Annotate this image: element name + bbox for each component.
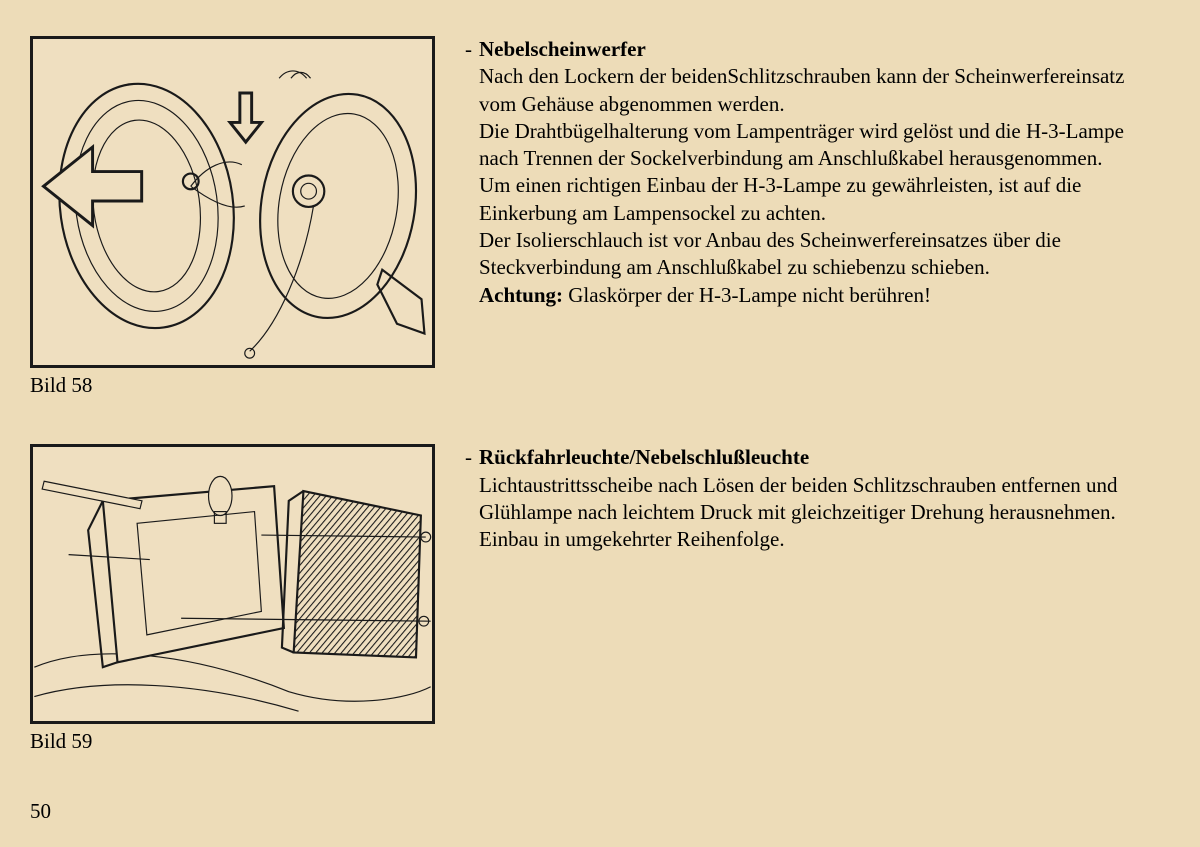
heading-rueckfahrleuchte: Rückfahrleuchte/Nebelschlußleuchte	[479, 444, 1160, 471]
figure-block-58: Bild 58	[30, 36, 435, 399]
manual-page: Bild 58 - Nebelscheinwerfer Nach den Loc…	[0, 0, 1200, 847]
warning-label: Achtung:	[479, 283, 563, 307]
text-block-1: - Nebelscheinwerfer Nach den Lockern der…	[465, 36, 1170, 309]
heading-nebelscheinwerfer: Nebelscheinwerfer	[479, 36, 1160, 63]
section-rueckfahrleuchte: Bild 59 - Rückfahrleuchte/Nebelschlußleu…	[30, 444, 1170, 755]
paragraph: Nach den Lockern der beidenSchlitzschrau…	[479, 63, 1160, 118]
figure-59-illustration	[30, 444, 435, 724]
section-nebelscheinwerfer: Bild 58 - Nebelscheinwerfer Nach den Loc…	[30, 36, 1170, 399]
list-dash: -	[465, 36, 479, 63]
paragraph: Lichtaustrittsscheibe nach Lösen der bei…	[479, 472, 1160, 527]
page-number: 50	[30, 798, 51, 825]
figure-59-caption: Bild 59	[30, 728, 435, 755]
warning-text: Glaskörper der H-3-Lampe nicht berühren!	[563, 283, 931, 307]
paragraph: Einbau in umgekehrter Reihenfolge.	[479, 526, 1160, 553]
figure-58-illustration	[30, 36, 435, 368]
list-dash: -	[465, 444, 479, 471]
paragraph: Um einen richtigen Einbau der H-3-Lampe …	[479, 172, 1160, 227]
warning-line: Achtung: Glaskörper der H-3-Lampe nicht …	[479, 282, 1160, 309]
text-block-2: - Rückfahrleuchte/Nebelschlußleuchte Lic…	[465, 444, 1170, 553]
paragraph: Die Drahtbügelhalterung vom Lampenträger…	[479, 118, 1160, 173]
paragraph: Der Isolierschlauch ist vor Anbau des Sc…	[479, 227, 1160, 282]
figure-block-59: Bild 59	[30, 444, 435, 755]
figure-58-caption: Bild 58	[30, 372, 435, 399]
